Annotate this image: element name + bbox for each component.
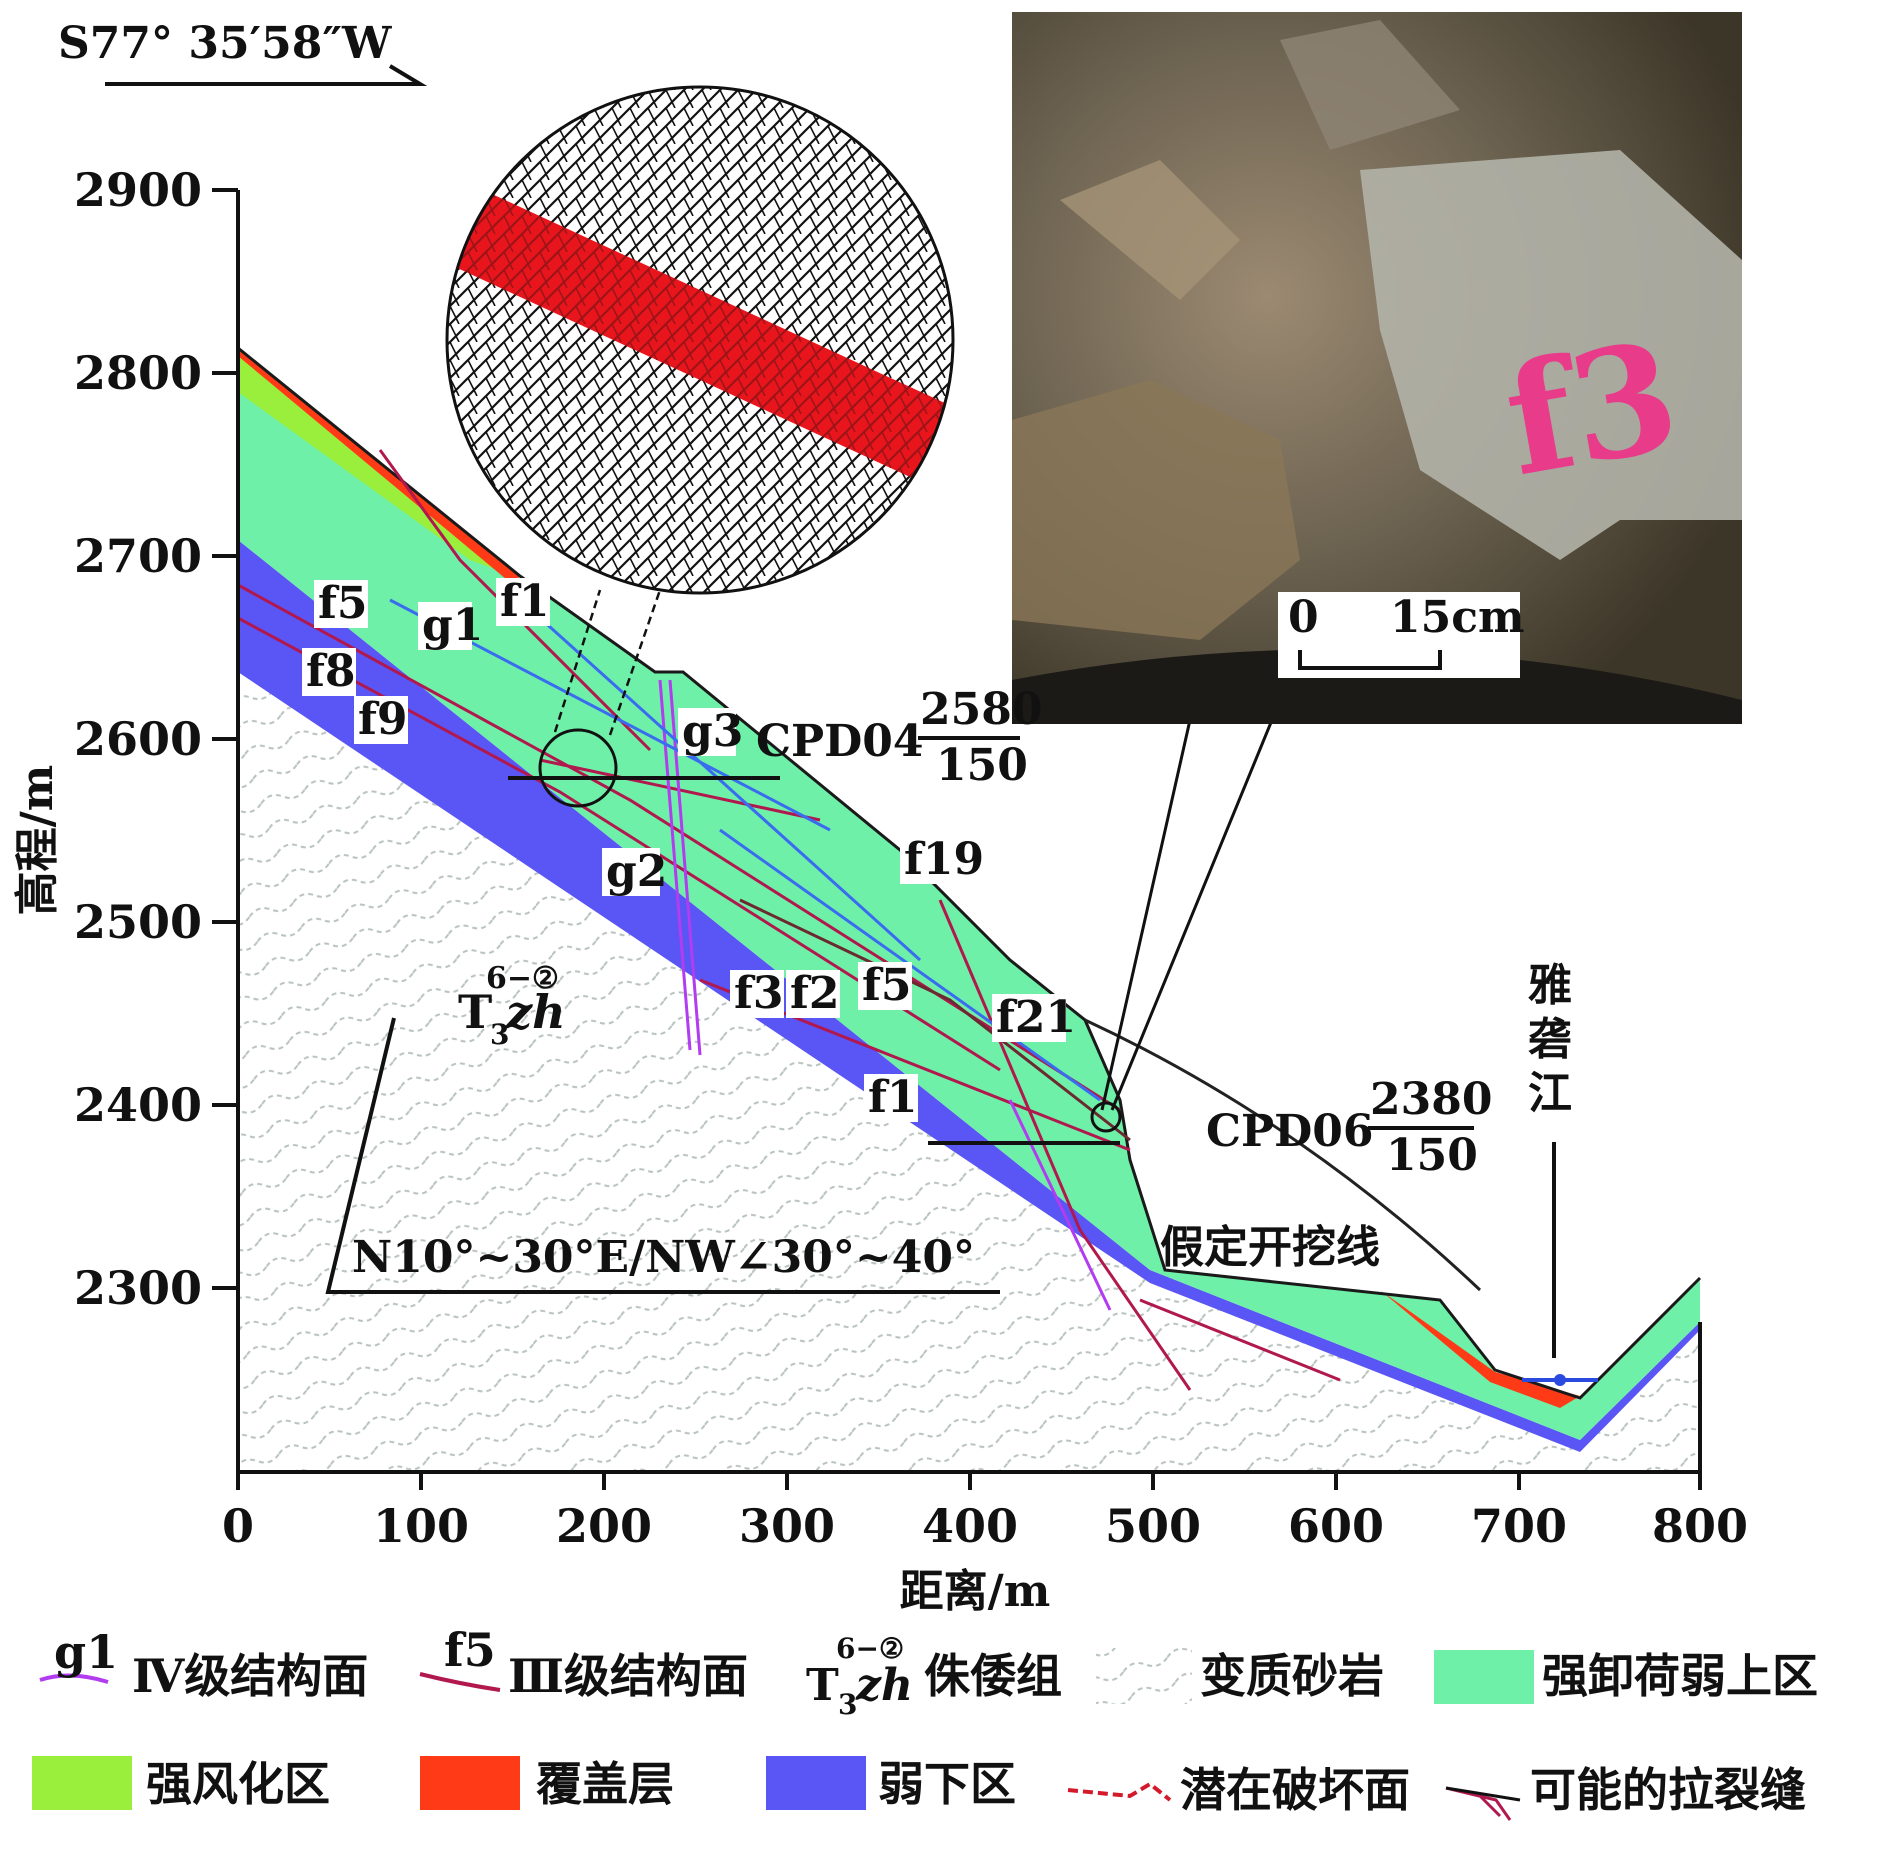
x-tick: 300 <box>739 1499 835 1553</box>
zoom-spot-right <box>1090 1101 1122 1133</box>
excavation-label: 假定开挖线 <box>1160 1222 1380 1273</box>
photo-leader <box>1100 719 1274 1111</box>
label-f8: f8 <box>306 646 356 697</box>
outcrop-photo: f3 0 15cm <box>1012 12 1742 724</box>
adit-length: 150 <box>1386 1130 1478 1181</box>
legend-swatch-overburden <box>420 1756 520 1810</box>
legend-sym-f5: f5 <box>444 1623 496 1677</box>
legend-swatch-weathered <box>32 1756 132 1810</box>
legend-class4: Ⅳ级结构面 <box>132 1649 368 1703</box>
formation-sub: 3 <box>490 1018 509 1051</box>
y-tick: 2900 <box>74 163 202 217</box>
river-point <box>1554 1374 1566 1386</box>
formation-italic: zh <box>505 985 566 1039</box>
label-f19: f19 <box>904 834 984 885</box>
photo-scale-length: 15cm <box>1390 592 1525 643</box>
direction-label: S77° 35′58″W <box>58 18 392 69</box>
legend-zhuwo: 侏倭组 <box>924 1649 1062 1703</box>
x-tick: 500 <box>1105 1499 1201 1553</box>
label-f5-lower: f5 <box>862 960 912 1011</box>
legend-formation-sub: 3 <box>838 1688 857 1721</box>
adit-elev: 2380 <box>1370 1074 1492 1125</box>
legend-sym-g1: g1 <box>54 1625 118 1679</box>
slope-surface <box>237 346 1702 1400</box>
label-f1-lower: f1 <box>868 1072 918 1123</box>
photo-scale-box <box>1278 592 1520 678</box>
x-tick: 600 <box>1288 1499 1384 1553</box>
photo-marking: f3 <box>1493 308 1690 511</box>
attitude-label: N10°~30°E/NW∠30°~40° <box>352 1232 975 1283</box>
zoom-leader-left <box>553 589 662 736</box>
zoom-spot-left <box>538 728 618 808</box>
x-tick: 200 <box>556 1499 652 1553</box>
y-tick: 2500 <box>74 895 202 949</box>
y-tick: 2700 <box>74 529 202 583</box>
label-g3: g3 <box>682 706 743 757</box>
legend-formation-sup: 6−② <box>836 1632 904 1665</box>
y-tick: 2300 <box>74 1261 202 1315</box>
label-g1: g1 <box>422 600 483 651</box>
attitude-leader <box>325 1017 1000 1294</box>
river-label-char: 雅 <box>1528 960 1572 1011</box>
feature-labels: f5 g1 f1 f8 f9 g3 g2 f19 f3 f2 f5 f21 f1 <box>302 576 1076 1123</box>
legend-unloading: 强卸荷弱上区 <box>1542 1649 1818 1703</box>
overburden-zone <box>238 348 520 584</box>
legend-weak-lower: 弱下区 <box>878 1757 1016 1811</box>
photo-scale-zero: 0 <box>1288 592 1319 643</box>
x-tick: 100 <box>373 1499 469 1553</box>
label-g2: g2 <box>606 846 667 897</box>
y-axis-label: 高程/m <box>12 765 63 916</box>
excavation-line <box>1084 1018 1482 1292</box>
x-tick: 0 <box>222 1499 254 1553</box>
adit-name: CPD04 <box>756 716 924 767</box>
overburden-toe <box>1380 1290 1580 1408</box>
legend-formation-italic: zh <box>855 1660 913 1711</box>
formation-sup: 6−② <box>486 961 559 996</box>
legend-overburden: 覆盖层 <box>536 1757 674 1811</box>
x-tick: 800 <box>1652 1499 1748 1553</box>
legend-swatch-weak-lower <box>766 1756 866 1810</box>
label-f5: f5 <box>318 578 368 629</box>
legend-class3: Ⅲ级结构面 <box>508 1649 748 1703</box>
y-tick: 2600 <box>74 712 202 766</box>
adit-label-cpd04: CPD04 2580 150 <box>756 684 1042 791</box>
label-f9: f9 <box>358 694 408 745</box>
legend: g1 Ⅳ级结构面 f5 Ⅲ级结构面 6−② T 3 zh 侏倭组 变质砂岩 强卸… <box>32 1623 1818 1821</box>
label-f2: f2 <box>790 968 840 1019</box>
adit-name: CPD06 <box>1206 1106 1374 1157</box>
legend-sandstone: 变质砂岩 <box>1200 1649 1384 1703</box>
zoom-detail-circle <box>447 87 953 593</box>
label-f1: f1 <box>500 576 550 627</box>
x-axis-label: 距离/m <box>900 1566 1051 1617</box>
y-tick: 2400 <box>74 1078 202 1132</box>
y-tick: 2800 <box>74 346 202 400</box>
formation-label: 6−② T 3 zh <box>458 961 566 1051</box>
label-f21: f21 <box>996 992 1076 1043</box>
adit-elev: 2580 <box>920 684 1042 735</box>
sandstone-background <box>238 672 1700 1472</box>
y-axis: 2900 2800 2700 2600 2500 2400 2300 高程/m <box>12 163 238 1315</box>
river-label-char: 砻 <box>1528 1014 1572 1065</box>
legend-weathered: 强风化区 <box>146 1757 330 1811</box>
formation-base: T <box>458 985 492 1039</box>
direction-arrow <box>105 64 428 86</box>
x-tick: 400 <box>922 1499 1018 1553</box>
label-f3: f3 <box>734 968 784 1019</box>
x-tick: 700 <box>1471 1499 1567 1553</box>
x-axis: 0 100 200 300 400 500 600 700 800 距离/m <box>222 1472 1748 1617</box>
legend-formation-base: T <box>806 1660 839 1711</box>
legend-tension-crack: 可能的拉裂缝 <box>1530 1763 1806 1817</box>
adit-label-cpd06: CPD06 2380 150 <box>1206 1074 1492 1181</box>
adit-length: 150 <box>936 740 1028 791</box>
river-label-char: 江 <box>1528 1068 1572 1119</box>
legend-failure-surface: 潜在破坏面 <box>1180 1763 1410 1817</box>
legend-swatch-unloading <box>1434 1650 1534 1704</box>
